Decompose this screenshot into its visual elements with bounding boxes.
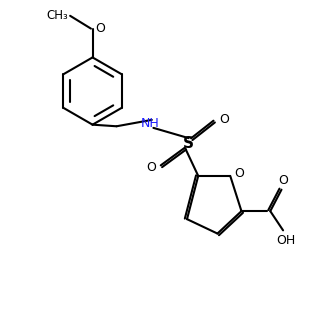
- Text: CH₃: CH₃: [47, 9, 68, 22]
- Text: S: S: [183, 136, 194, 151]
- Text: NH: NH: [141, 117, 159, 130]
- Text: O: O: [95, 22, 105, 35]
- Text: OH: OH: [277, 234, 296, 246]
- Text: O: O: [147, 162, 156, 174]
- Text: O: O: [234, 167, 244, 180]
- Text: O: O: [278, 174, 288, 187]
- Text: O: O: [219, 113, 229, 126]
